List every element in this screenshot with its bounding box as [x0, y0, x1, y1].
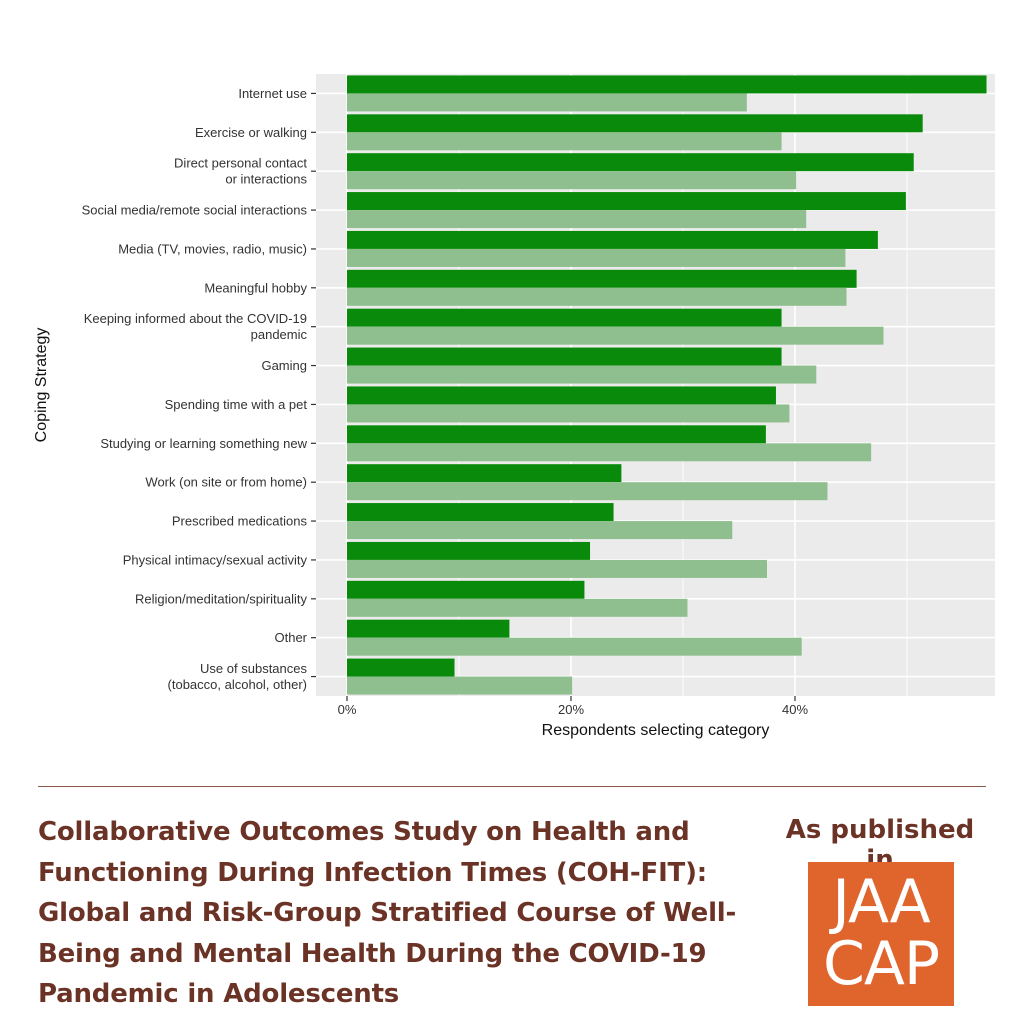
- bar-light-5: [347, 287, 847, 306]
- y-tick-label: Keeping informed about the COVID-19: [84, 311, 307, 326]
- y-tick-label: Physical intimacy/sexual activity: [123, 552, 308, 567]
- bar-light-13: [347, 598, 688, 617]
- bar-dark-14: [347, 619, 510, 638]
- bar-light-7: [347, 365, 817, 384]
- chart: Internet use Exercise or walking Direct pe…: [33, 74, 995, 739]
- bar-light-1: [347, 132, 782, 151]
- journal-logo: JAA CAP: [808, 862, 954, 1006]
- bar-dark-12: [347, 541, 591, 560]
- y-tick-label: pandemic: [251, 327, 308, 342]
- bar-dark-0: [347, 75, 987, 94]
- bar-dark-7: [347, 347, 782, 366]
- y-tick-label: Social media/remote social interactions: [82, 203, 308, 218]
- bar-light-15: [347, 676, 573, 695]
- y-tick-label: Prescribed medications: [172, 514, 308, 529]
- y-tick-label: Direct personal contact: [174, 156, 307, 171]
- bar-light-3: [347, 210, 807, 229]
- bar-chart-svg: Internet use Exercise or walking Direct pe…: [33, 74, 995, 739]
- y-tick-label: Internet use: [238, 86, 307, 101]
- bar-dark-11: [347, 503, 614, 522]
- y-tick-label: Other: [274, 630, 307, 645]
- bar-light-12: [347, 559, 767, 578]
- x-axis-title: Respondents selecting category: [542, 722, 770, 739]
- bar-dark-1: [347, 114, 923, 133]
- y-axis-title: Coping Strategy: [33, 328, 50, 443]
- bar-light-11: [347, 521, 733, 540]
- bar-dark-3: [347, 192, 906, 211]
- bar-dark-4: [347, 230, 878, 249]
- bar-light-9: [347, 443, 872, 462]
- y-tick-label: Work (on site or from home): [145, 475, 307, 490]
- bar-light-10: [347, 482, 828, 501]
- bar-dark-10: [347, 464, 622, 483]
- bar-light-0: [347, 93, 747, 112]
- journal-logo-line1: JAA: [832, 867, 930, 937]
- y-tick-label: Media (TV, movies, radio, music): [118, 241, 307, 256]
- x-tick-label: 40%: [782, 702, 808, 717]
- bar-light-8: [347, 404, 790, 423]
- divider: [38, 786, 986, 787]
- bar-dark-13: [347, 580, 585, 599]
- y-tick-label: (tobacco, alcohol, other): [168, 677, 307, 692]
- y-tick-label: Exercise or walking: [195, 125, 307, 140]
- y-tick-label: Meaningful hobby: [204, 280, 307, 295]
- y-tick-label: Studying or learning something new: [100, 436, 307, 451]
- x-tick-label: 20%: [558, 702, 584, 717]
- paper-title: Collaborative Outcomes Study on Health a…: [38, 817, 737, 1009]
- bar-light-6: [347, 326, 884, 345]
- y-tick-label: Religion/meditation/spirituality: [135, 591, 307, 606]
- bar-dark-6: [347, 308, 782, 327]
- y-tick-label: Use of substances: [200, 661, 307, 676]
- bar-dark-2: [347, 153, 914, 172]
- bar-dark-5: [347, 269, 857, 288]
- y-tick-label: Spending time with a pet: [165, 397, 308, 412]
- x-tick-label: 0%: [338, 702, 357, 717]
- journal-logo-line2: CAP: [822, 929, 940, 999]
- y-tick-label: or interactions: [225, 172, 307, 187]
- bar-light-4: [347, 248, 846, 267]
- bar-dark-15: [347, 658, 455, 677]
- y-tick-label: Gaming: [261, 358, 307, 373]
- bar-light-2: [347, 171, 797, 190]
- bar-dark-8: [347, 386, 776, 405]
- bar-dark-9: [347, 425, 766, 444]
- published-label: As published in: [785, 815, 975, 875]
- bar-light-14: [347, 637, 802, 656]
